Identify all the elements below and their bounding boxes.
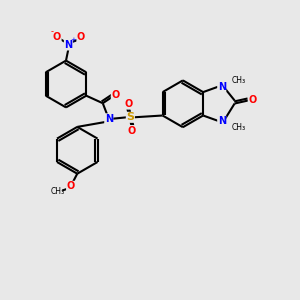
Text: S: S xyxy=(126,112,134,122)
Text: +: + xyxy=(70,37,76,43)
Text: O: O xyxy=(53,32,61,42)
Text: N: N xyxy=(218,82,226,92)
Text: O: O xyxy=(128,125,136,136)
Text: CH₃: CH₃ xyxy=(231,123,245,132)
Text: O: O xyxy=(125,99,133,109)
Text: O: O xyxy=(248,95,256,105)
Text: N: N xyxy=(218,116,226,126)
Text: -: - xyxy=(50,27,53,36)
Text: N: N xyxy=(105,114,113,124)
Text: CH₃: CH₃ xyxy=(231,76,245,85)
Text: O: O xyxy=(111,90,119,100)
Text: O: O xyxy=(67,181,75,191)
Text: CH₃: CH₃ xyxy=(51,187,65,196)
Text: N: N xyxy=(64,40,73,50)
Text: O: O xyxy=(77,32,85,43)
